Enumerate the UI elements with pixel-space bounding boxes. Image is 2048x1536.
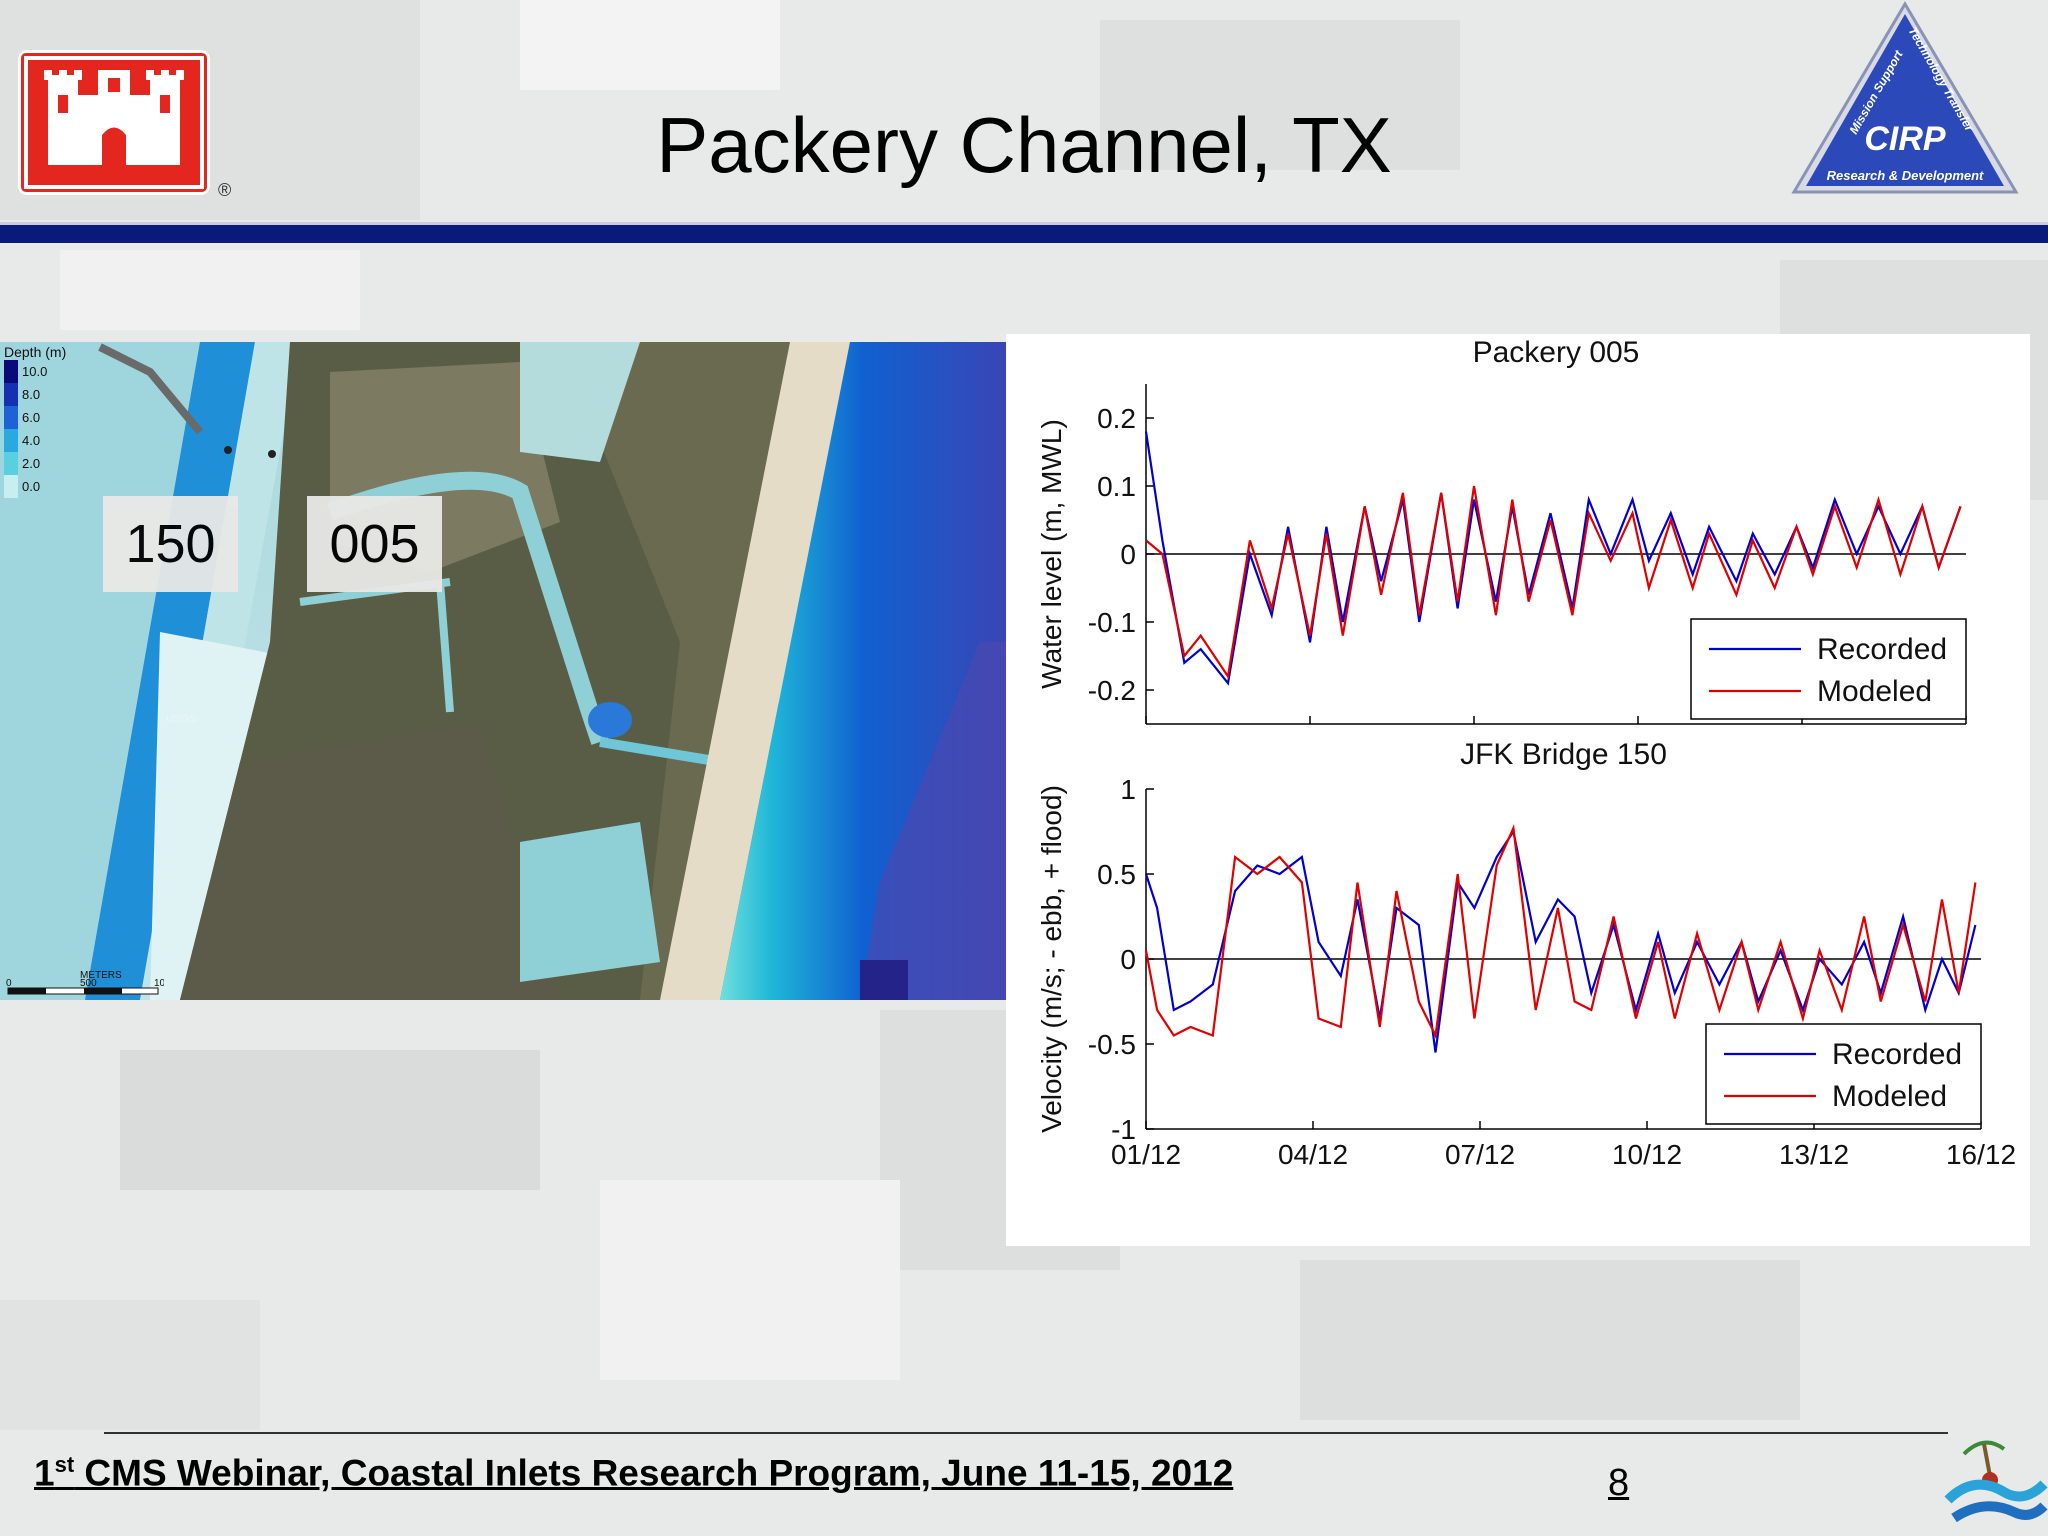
chart-0-legend-label-1: Modeled xyxy=(1817,675,1932,708)
depth-legend-label: 0.0 xyxy=(22,479,41,494)
chart-1-series-modeled-line xyxy=(1144,824,1977,1040)
chart-1-title: JFK Bridge 150 xyxy=(1460,738,1667,771)
depth-legend-swatch xyxy=(4,429,18,452)
chart-0-y-tick-label: -0.2 xyxy=(1088,675,1136,706)
depth-legend-title: Depth (m) xyxy=(4,344,67,360)
footer-superscript: st xyxy=(54,1452,75,1477)
chart-1-y-tick-label: -1 xyxy=(1111,1114,1136,1145)
footer-ordinal: 1 xyxy=(34,1452,55,1494)
chart-1-y-tick-label: 0 xyxy=(1120,944,1136,975)
depth-legend-label: 2.0 xyxy=(22,456,41,471)
page-title: Packery Channel, TX xyxy=(656,101,1392,189)
station-label-005: 005 xyxy=(307,496,442,592)
time-series-charts: Packery 005 0.2 0.1 0 -0.1 -0.2 Water level (m… xyxy=(1036,336,2016,1170)
station-label-150: 150 xyxy=(103,496,238,592)
wave-palm-logo xyxy=(1944,1440,2048,1523)
chart-0-y-tick-label: 0.2 xyxy=(1097,403,1136,434)
chart-1-x-tick-label: 16/12 xyxy=(1946,1139,2016,1170)
usgs-watermark: USGS xyxy=(166,713,197,725)
cirp-logo-bottom-text: Research & Development xyxy=(1827,168,1984,183)
chart-1-y-tick-label: 0.5 xyxy=(1097,859,1136,890)
registered-mark: ® xyxy=(218,180,232,200)
chart-0-legend-label-0: Recorded xyxy=(1817,633,1947,666)
bathymetry-map: USGS xyxy=(0,342,1008,1000)
map-scale-bar: METERS 0 500 1000 xyxy=(4,962,177,1000)
depth-legend-label: 4.0 xyxy=(22,433,41,448)
scale-tick-500: 500 xyxy=(80,978,97,989)
chart-panel: Packery 005 0.2 0.1 0 -0.1 -0.2 Water level (m… xyxy=(1006,334,2030,1246)
chart-1-y-tick-label: -0.5 xyxy=(1088,1029,1136,1060)
cirp-triangle-logo: CIRP Research & Development Mission Supp… xyxy=(1791,1,2019,194)
depth-legend-row: 8.0 xyxy=(4,383,66,406)
depth-legend-swatch xyxy=(4,360,18,383)
chart-1-legend-label-0: Recorded xyxy=(1832,1038,1962,1071)
chart-1-x-tick-label: 13/12 xyxy=(1779,1139,1849,1170)
chart-1-y-tick-label: 1 xyxy=(1120,774,1136,805)
chart-1-legend-label-1: Modeled xyxy=(1832,1080,1947,1113)
chart-0-legend-box xyxy=(1690,618,1967,720)
chart-1-x-tick-label: 07/12 xyxy=(1445,1139,1515,1170)
header-divider-bar xyxy=(0,222,2048,243)
chart-0-series-modeled-line xyxy=(1145,485,1962,680)
footer-divider xyxy=(104,1432,1948,1434)
depth-legend-label: 6.0 xyxy=(22,410,41,425)
depth-legend: Depth (m) 10.0 8.0 6.0 4.0 2.0 0.0 xyxy=(4,344,66,498)
depth-legend-row: 2.0 xyxy=(4,452,66,475)
footer-title: CMS Webinar, Coastal Inlets Research Pro… xyxy=(74,1452,1234,1494)
usace-castle-logo xyxy=(18,50,210,195)
scale-tick-1000: 1000 xyxy=(154,978,164,989)
chart-0-y-tick-label: 0 xyxy=(1120,539,1136,570)
depth-legend-row: 6.0 xyxy=(4,406,66,429)
chart-1-y-axis-label: Velocity (m/s; - ebb, + flood) xyxy=(1036,785,1067,1133)
depth-legend-label: 8.0 xyxy=(22,387,41,402)
chart-0-y-tick-label: -0.1 xyxy=(1088,607,1136,638)
depth-legend-swatch xyxy=(4,475,18,498)
chart-1-x-tick-label: 04/12 xyxy=(1278,1139,1348,1170)
depth-legend-swatch xyxy=(4,452,18,475)
depth-legend-swatch xyxy=(4,406,18,429)
footer-webinar-text: 1st CMS Webinar, Coastal Inlets Research… xyxy=(34,1452,1233,1494)
scale-bar-unit: METERS xyxy=(80,970,122,981)
cirp-logo-title: CIRP xyxy=(1864,120,1946,158)
depth-legend-swatch xyxy=(4,383,18,406)
depth-legend-label: 10.0 xyxy=(22,364,48,379)
chart-1-x-tick-label: 10/12 xyxy=(1612,1139,1682,1170)
depth-legend-row: 0.0 xyxy=(4,475,66,498)
chart-0-title: Packery 005 xyxy=(1473,336,1640,369)
chart-1-legend-box xyxy=(1705,1023,1982,1125)
chart-0-y-axis-label: Water level (m, MWL) xyxy=(1036,419,1067,689)
page-number: 8 xyxy=(1608,1462,1630,1504)
chart-0-y-tick-label: 0.1 xyxy=(1097,471,1136,502)
chart-1-x-tick-label: 01/12 xyxy=(1111,1139,1181,1170)
depth-legend-row: 10.0 xyxy=(4,360,66,383)
chart-1-series-recorded-line xyxy=(1144,828,1977,1053)
depth-legend-row: 4.0 xyxy=(4,429,66,452)
scale-tick-0: 0 xyxy=(6,978,12,989)
